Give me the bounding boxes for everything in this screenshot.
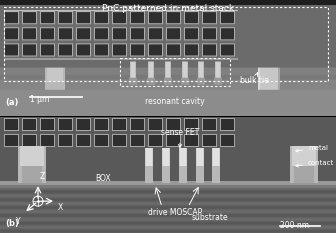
Text: bulk tie: bulk tie bbox=[240, 73, 269, 85]
Text: resonant cavity: resonant cavity bbox=[145, 97, 205, 106]
Bar bbox=[4, 7, 328, 81]
Text: Y: Y bbox=[16, 217, 20, 226]
Text: BOX: BOX bbox=[95, 174, 111, 183]
Text: drive MOSCAP: drive MOSCAP bbox=[148, 208, 202, 217]
Text: contact: contact bbox=[296, 160, 334, 167]
Text: PnC patterned in metal stack: PnC patterned in metal stack bbox=[102, 4, 234, 13]
Text: (a): (a) bbox=[5, 98, 18, 107]
Bar bbox=[120, 58, 230, 86]
Text: Z: Z bbox=[40, 172, 45, 181]
Text: sense FET: sense FET bbox=[161, 128, 199, 147]
Text: X: X bbox=[58, 203, 63, 212]
Text: (b): (b) bbox=[5, 219, 19, 228]
Text: 1 μm: 1 μm bbox=[30, 95, 49, 104]
Text: metal: metal bbox=[296, 145, 328, 152]
Text: 200 nm: 200 nm bbox=[280, 221, 309, 230]
Text: substrate: substrate bbox=[192, 213, 228, 222]
